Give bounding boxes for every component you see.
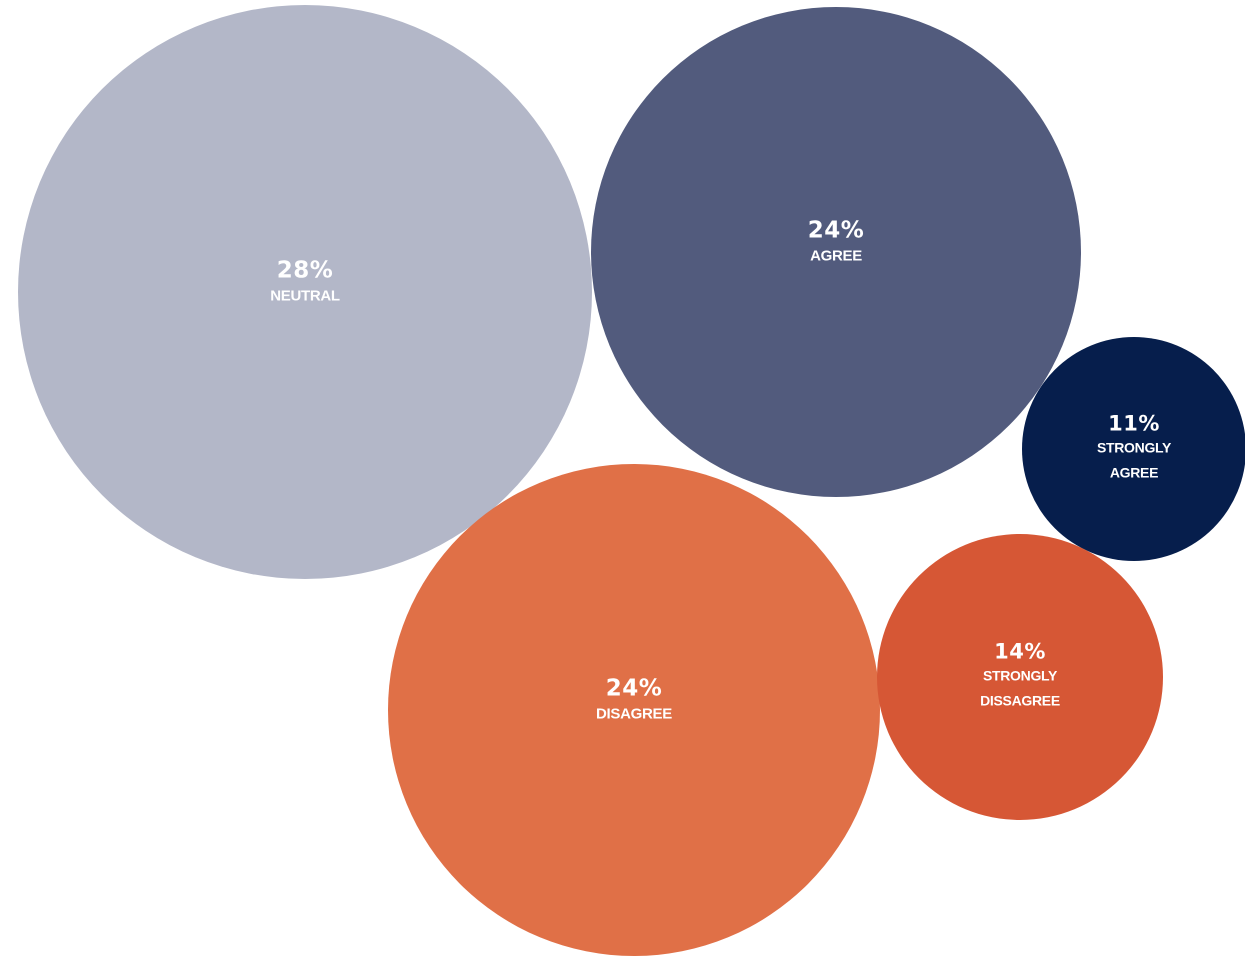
bubble-category-label-disagree-1: DISAGREE <box>596 706 672 723</box>
bubble-value-label-neutral: 28% <box>277 258 334 284</box>
bubble-value-label-strongly-dissagree: 14% <box>994 640 1046 664</box>
bubble-agree <box>591 7 1081 497</box>
bubble-neutral <box>18 5 592 579</box>
bubble-category-label-strongly-agree-1: STRONGLY <box>1097 440 1172 456</box>
bubble-category-label-strongly-agree-2: AGREE <box>1110 465 1158 481</box>
bubble-value-label-disagree: 24% <box>606 676 663 702</box>
labels-layer: 28% NEUTRAL 24% AGREE 11% STRONGLY AGREE 24% DIS… <box>270 218 1172 723</box>
bubble-value-label-strongly-agree: 11% <box>1108 412 1160 436</box>
bubble-strongly-agree <box>1022 337 1245 561</box>
bubble-category-label-strongly-dissagree-1: STRONGLY <box>983 668 1058 684</box>
bubble-value-label-agree: 24% <box>808 218 865 244</box>
bubble-category-label-strongly-dissagree-2: DISSAGREE <box>980 693 1060 709</box>
bubble-category-label-neutral-1: NEUTRAL <box>270 288 340 305</box>
bubble-strongly-dissagree <box>877 534 1163 820</box>
bubble-disagree <box>388 464 880 956</box>
bubble-category-label-agree-1: AGREE <box>810 248 862 265</box>
bubbles-layer <box>18 5 1245 956</box>
